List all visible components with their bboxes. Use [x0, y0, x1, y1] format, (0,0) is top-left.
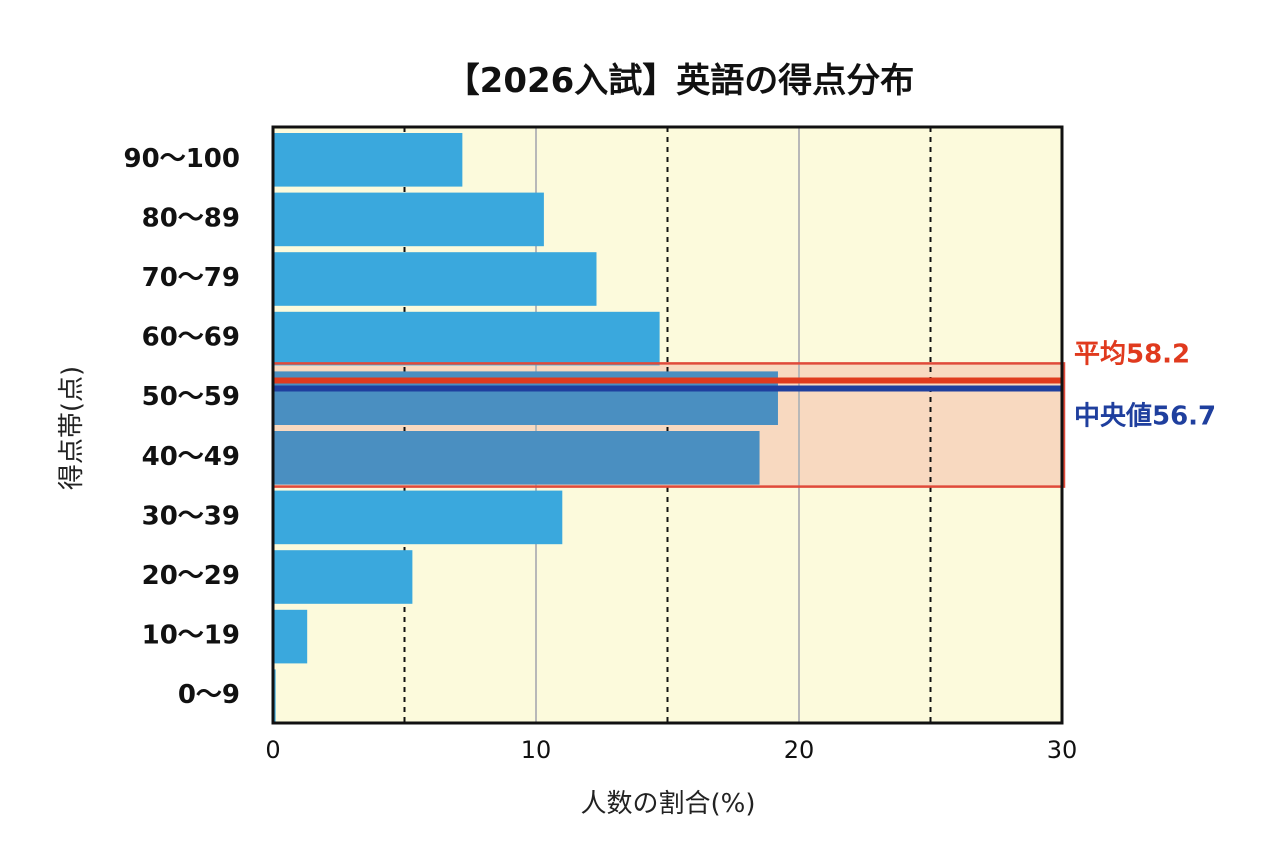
x-tick-label: 0 [265, 736, 280, 764]
y-tick-label: 20〜29 [142, 561, 240, 591]
x-tick-label: 10 [521, 736, 552, 764]
bar [273, 609, 308, 664]
mean-label: 平均58.2 [1074, 340, 1190, 370]
x-tick-label: 30 [1047, 736, 1078, 764]
bar [273, 133, 463, 187]
bar [273, 490, 563, 545]
bar [273, 311, 660, 366]
y-axis-label: 得点帯(点) [57, 366, 87, 490]
x-axis-label: 人数の割合(%) [581, 789, 756, 819]
y-tick-label: 60〜69 [142, 323, 240, 353]
chart-title: 【2026入試】英語の得点分布 [446, 61, 915, 101]
plot-area: 90〜100 80〜89 70〜79 60〜69 50〜59 40〜49 30〜39 20〜2… [124, 125, 1216, 764]
bar [273, 252, 597, 306]
bar [273, 550, 413, 604]
median-label: 中央値56.7 [1074, 402, 1216, 432]
plot-frame [271, 125, 1064, 725]
y-tick-label: 70〜79 [142, 263, 240, 293]
y-tick-label: 80〜89 [142, 203, 240, 233]
bar [273, 192, 544, 247]
y-tick-label: 90〜100 [124, 144, 240, 174]
bar [273, 431, 760, 485]
y-tick-label: 0〜9 [178, 680, 240, 710]
x-tick-label: 20 [784, 736, 815, 764]
y-tick-label: 30〜39 [142, 501, 240, 531]
y-tick-label: 10〜19 [142, 621, 240, 651]
y-tick-label: 50〜59 [142, 382, 240, 412]
y-tick-label: 40〜49 [142, 442, 240, 472]
